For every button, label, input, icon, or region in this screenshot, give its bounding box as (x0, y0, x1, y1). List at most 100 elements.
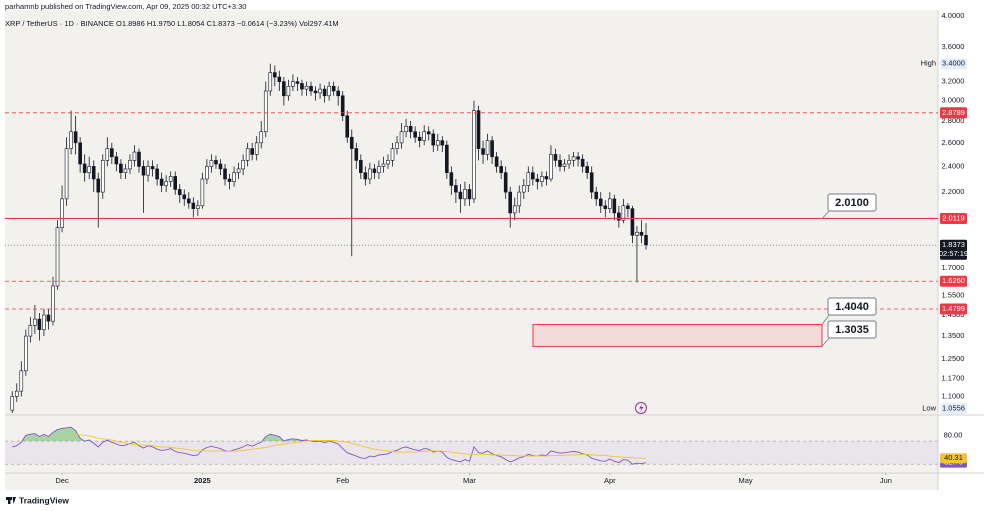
candle-body (413, 131, 417, 138)
level-badge-label: 1.4799 (942, 304, 965, 313)
candle-body (123, 168, 128, 173)
y-tick-label: 1.4500 (942, 310, 965, 319)
icon-bolt (639, 404, 644, 412)
candle-body (69, 131, 73, 149)
candle-body (517, 191, 522, 207)
callout-pointer (821, 336, 831, 347)
candle-body (377, 166, 381, 173)
last-price-badge (940, 239, 967, 260)
candle-body (263, 90, 268, 133)
plot-background (5, 10, 938, 490)
candle-body (236, 168, 241, 173)
candle-body (549, 154, 553, 180)
candle-body (128, 160, 132, 170)
candle-body (155, 168, 159, 180)
level-badge (940, 303, 967, 315)
candle-body (435, 140, 440, 146)
candle-body (467, 189, 472, 200)
candle-body (146, 166, 150, 176)
candle-body (562, 163, 567, 167)
candle-body (277, 76, 282, 82)
y-tick-label: 2.8000 (942, 116, 965, 125)
candle-body (105, 148, 110, 161)
candle-body (96, 178, 101, 193)
candle-body (304, 85, 309, 90)
candle-body (177, 189, 182, 196)
callout-box (827, 320, 877, 339)
candle-body (395, 142, 399, 149)
level-badge (940, 212, 967, 224)
candle-body (182, 194, 187, 200)
extreme-badge (940, 403, 967, 415)
candle-body (114, 156, 119, 165)
y-tick-label: 1.2500 (942, 354, 965, 363)
candle-body (336, 90, 340, 97)
candle-body (644, 235, 648, 246)
callout-pointer (821, 313, 831, 325)
candle-body (14, 390, 19, 397)
x-tick-label: Jun (880, 476, 892, 485)
x-tick-label: Feb (336, 476, 349, 485)
candle-body (100, 160, 105, 193)
y-tick-label: 2.6000 (942, 138, 965, 147)
candle-body (150, 166, 155, 170)
candle-body (132, 151, 137, 161)
candle-body (309, 85, 313, 92)
level-badge (940, 275, 967, 287)
candle-body (196, 205, 200, 209)
candle-body (37, 318, 42, 330)
y-tick-label: 1.5500 (942, 290, 965, 299)
candle-body (223, 168, 227, 180)
candle-body (626, 205, 630, 209)
candle-body (422, 131, 426, 141)
candle-body (576, 156, 580, 160)
extreme-badge-label: 1.0556 (942, 404, 965, 413)
candle-body (205, 166, 209, 180)
candle-body (476, 110, 481, 149)
countdown-label: 02:57:19 (939, 249, 968, 258)
candle-body (526, 172, 531, 186)
candle-body (521, 185, 526, 193)
candle-body (639, 231, 644, 236)
y-tick-label: 3.0000 (942, 96, 965, 105)
candle-body (544, 176, 549, 180)
candle-body (245, 148, 250, 161)
candle-body (232, 172, 236, 182)
candle-body (386, 160, 390, 165)
y-tick-label: 3.6000 (942, 42, 965, 51)
candle-body (363, 172, 368, 180)
candle-body (603, 205, 608, 209)
candle-body (454, 185, 458, 193)
candle-body (159, 178, 164, 186)
candle-body (481, 148, 485, 155)
candle-body (254, 142, 259, 155)
y-tick-label: 1.1700 (942, 373, 965, 382)
candle-body (227, 178, 232, 182)
candle-body (268, 72, 273, 92)
candle-body (168, 176, 173, 182)
y-tick-label: 4.0000 (942, 11, 965, 20)
candle-body (331, 85, 336, 92)
candle-body (186, 198, 191, 204)
candle-body (295, 81, 300, 84)
candle-body (490, 140, 494, 158)
publisher-line: parhamnb published on TradingView.com, A… (5, 2, 246, 11)
rsi-band (5, 441, 938, 465)
candle-body (408, 126, 413, 133)
candle-body (164, 181, 168, 186)
candle-body (349, 136, 354, 149)
x-tick-label: 2025 (194, 476, 211, 485)
callout-box (827, 297, 877, 316)
candle-body (368, 168, 372, 180)
candle-body (173, 176, 178, 190)
candle-body (372, 168, 377, 173)
candle-body (78, 142, 82, 165)
candle-body (449, 172, 454, 186)
rsi-badge (940, 453, 967, 464)
x-tick-label: Mar (463, 476, 476, 485)
y-tick-label: 1.7000 (942, 263, 965, 272)
candle-body (399, 131, 404, 144)
candle-body (612, 198, 617, 214)
candle-body (10, 396, 15, 411)
